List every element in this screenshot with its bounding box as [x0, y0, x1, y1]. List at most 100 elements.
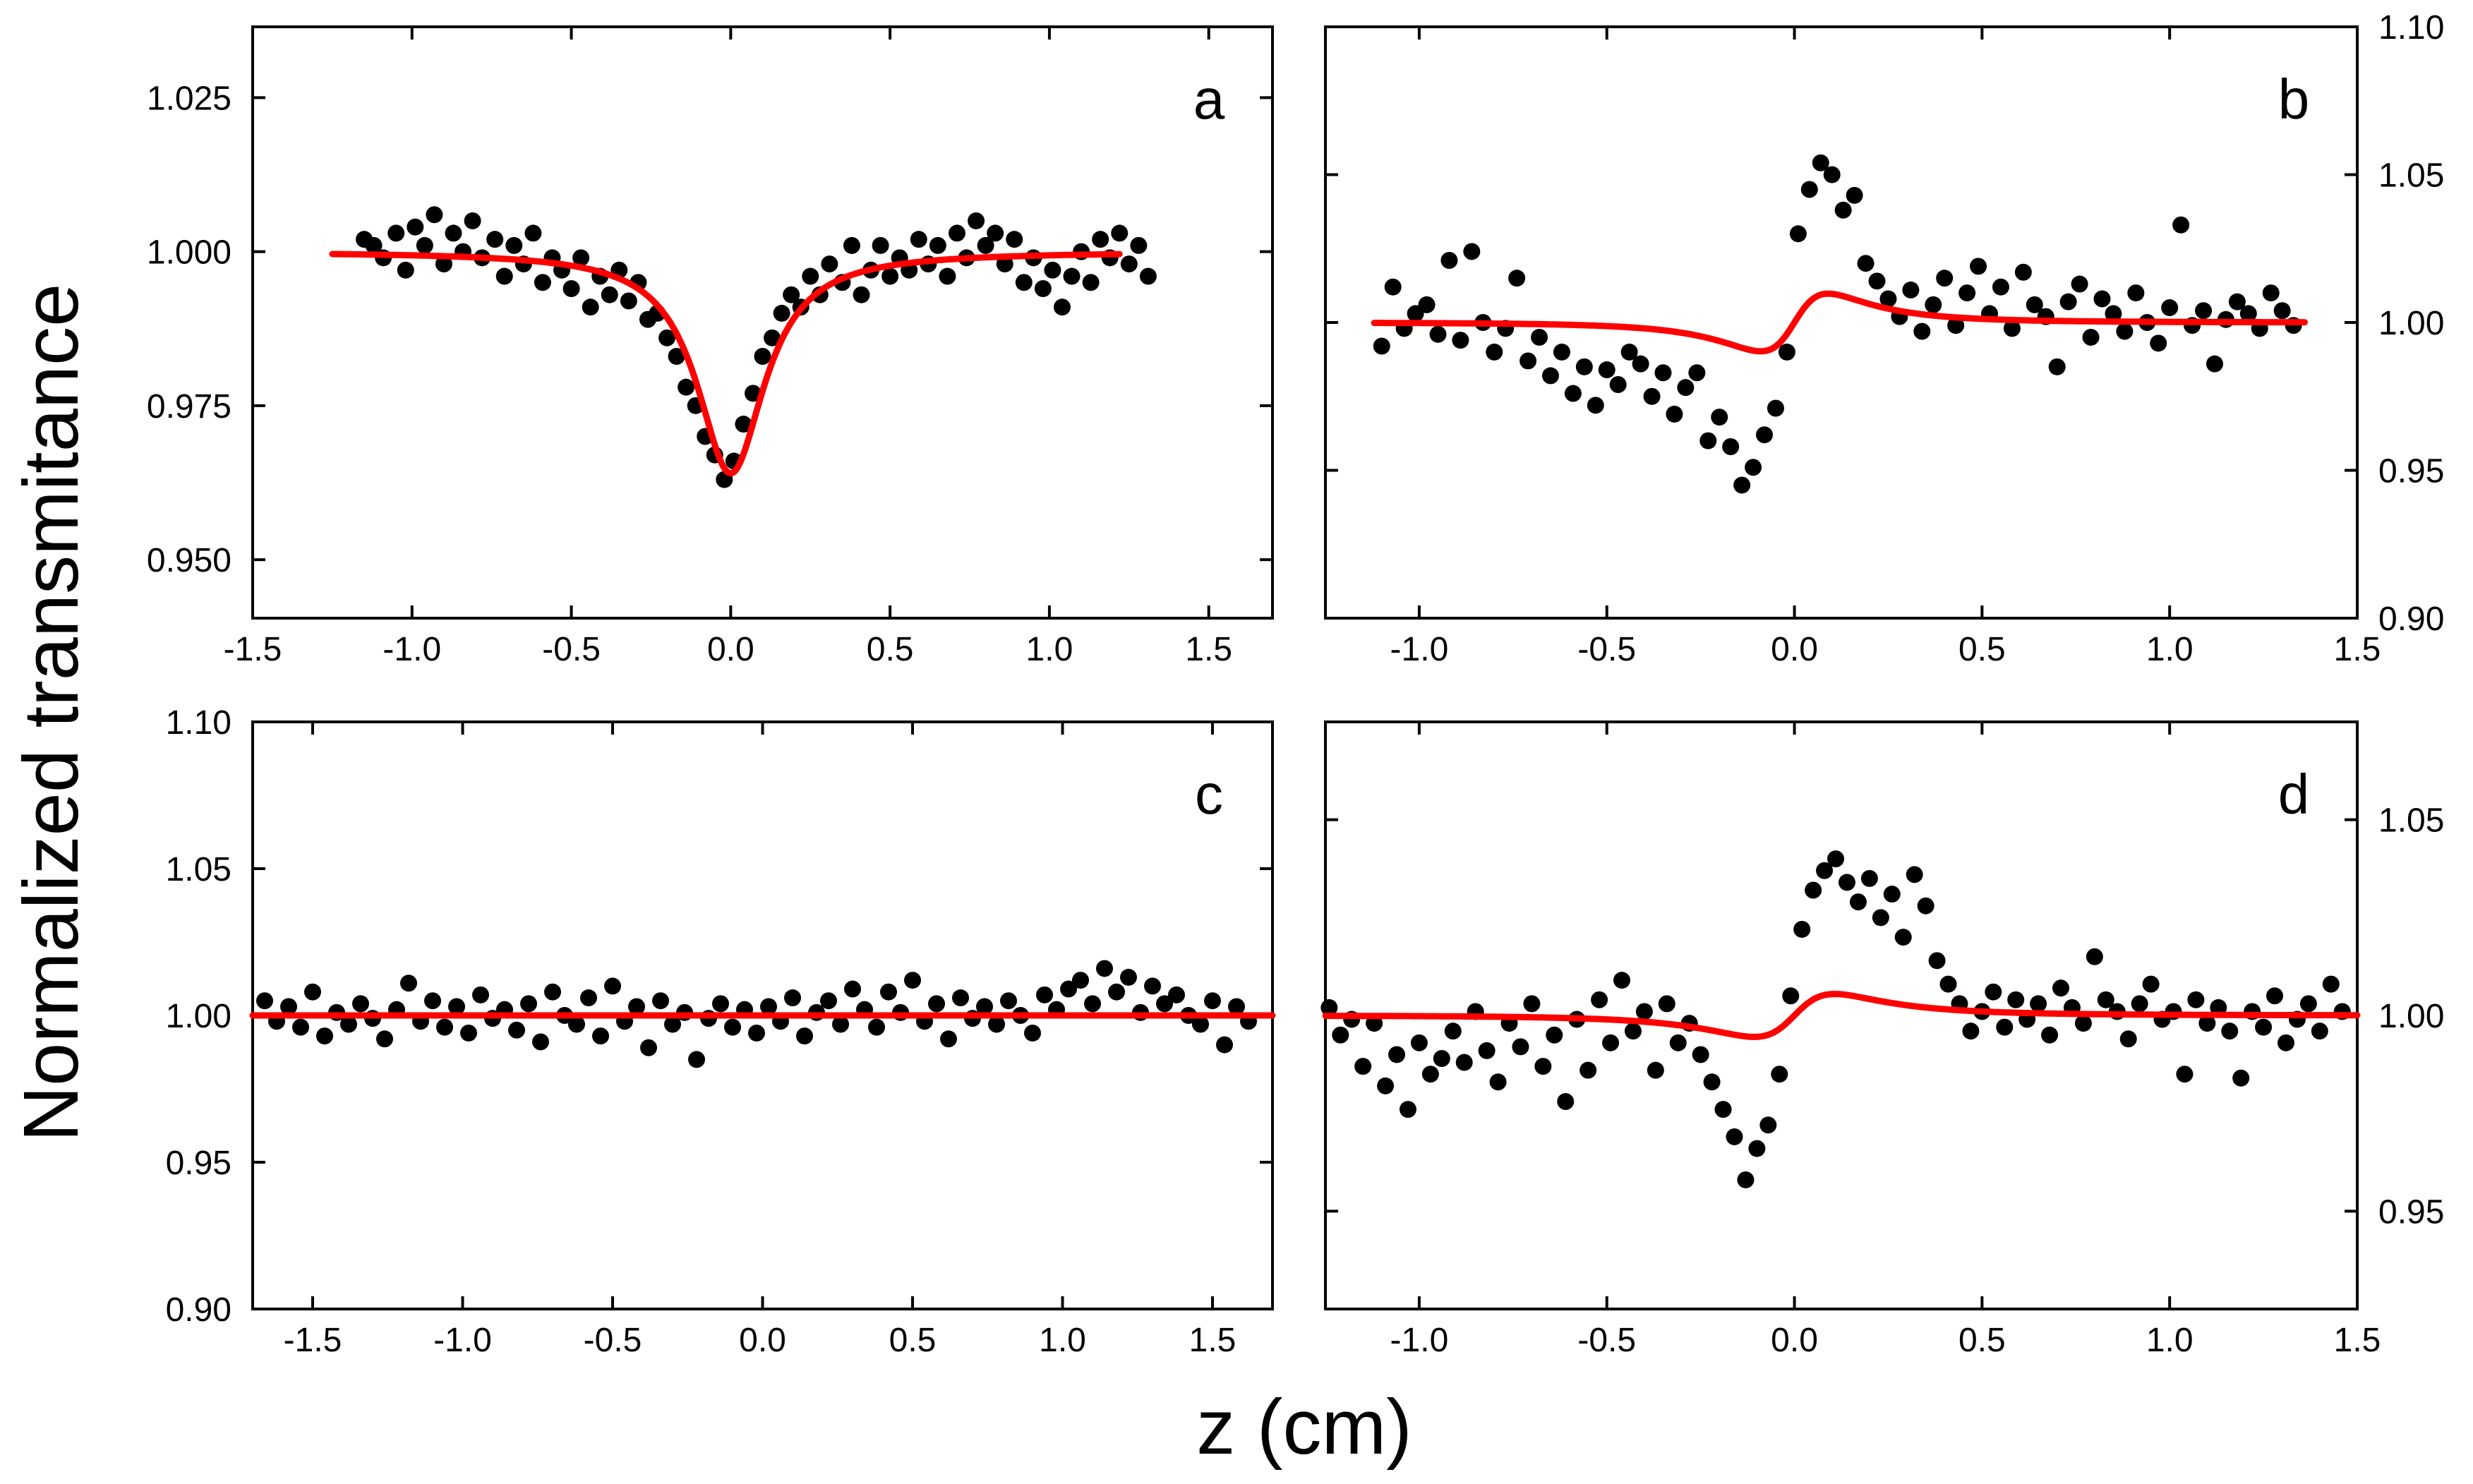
x-tick-label: 1.0: [1026, 631, 1073, 668]
x-tick-label: 0.5: [1958, 1322, 2006, 1359]
data-point: [1108, 983, 1125, 1001]
x-tick-label: -1.0: [433, 1322, 492, 1359]
x-tick-label: -1.5: [284, 1322, 342, 1359]
data-point: [1692, 1046, 1709, 1063]
data-point: [1006, 231, 1023, 248]
data-point: [520, 995, 537, 1013]
data-point: [1745, 459, 1762, 476]
data-point: [1534, 1058, 1552, 1075]
data-point: [2198, 1015, 2216, 1032]
y-tick-label: 1.00: [2378, 998, 2444, 1035]
data-point: [2161, 299, 2179, 317]
data-point: [1377, 1077, 1395, 1094]
data-point: [1800, 181, 1818, 198]
data-point: [735, 416, 752, 433]
data-point: [1024, 1024, 1041, 1042]
x-tick-label: 0.0: [739, 1322, 786, 1359]
data-point: [1726, 1128, 1743, 1145]
data-point: [1669, 1034, 1687, 1051]
data-point: [416, 236, 433, 254]
data-point: [352, 995, 369, 1013]
data-point: [1958, 284, 1976, 302]
data-point: [929, 236, 946, 254]
data-point: [2026, 296, 2043, 313]
data-point: [387, 224, 405, 242]
data-point: [2105, 305, 2122, 322]
data-point: [1756, 426, 1774, 444]
data-point: [1666, 405, 1683, 423]
data-point: [678, 378, 695, 396]
data-point: [1620, 343, 1638, 361]
data-point: [2221, 1022, 2239, 1040]
data-point: [976, 998, 993, 1015]
data-point: [1654, 364, 1672, 382]
data-point: [340, 1015, 357, 1033]
data-point: [1000, 992, 1017, 1010]
data-point: [1120, 968, 1137, 986]
panel-b: -1.0 -0.5 0.0 0.5 1.0 1.50.90 0.95 1.00 1.05 1.10…: [1324, 9, 2444, 668]
data-point: [1722, 438, 1740, 455]
data-point: [1591, 991, 1608, 1008]
y-tick-label: 1.00: [2378, 305, 2444, 342]
data-point: [2119, 1030, 2137, 1048]
data-point: [604, 977, 621, 995]
panel-label: d: [2278, 763, 2310, 826]
data-point: [820, 992, 837, 1010]
data-point: [2048, 358, 2066, 375]
data-point: [1789, 225, 1807, 243]
x-tick-label: -0.5: [584, 1322, 642, 1359]
data-point: [1531, 328, 1548, 346]
data-point: [968, 212, 985, 229]
data-point: [802, 267, 819, 285]
panel-label: a: [1193, 68, 1225, 131]
data-point: [760, 998, 777, 1015]
data-point: [1034, 279, 1052, 297]
x-tick-label: -1.0: [383, 631, 441, 668]
data-point: [1478, 1042, 1496, 1059]
data-point: [2041, 1026, 2059, 1044]
data-point: [1452, 332, 1469, 349]
y-tick-label: 0.950: [147, 542, 231, 579]
data-point: [532, 1033, 549, 1051]
data-point: [658, 329, 676, 346]
data-point: [832, 1015, 849, 1033]
data-point: [601, 286, 618, 303]
data-point: [460, 1024, 477, 1042]
data-point: [1658, 995, 1675, 1013]
data-point: [1733, 476, 1751, 494]
data-point: [712, 995, 729, 1013]
data-point: [904, 972, 921, 989]
data-point: [2255, 1018, 2273, 1036]
data-point: [1632, 355, 1649, 373]
data-point: [1455, 1054, 1473, 1071]
data-point: [1714, 1101, 1732, 1118]
y-tick-label: 1.10: [166, 704, 231, 742]
y-tick-label: 1.05: [166, 851, 231, 888]
y-tick-label: 1.05: [2378, 157, 2444, 195]
data-point: [2206, 355, 2223, 373]
data-point: [1072, 972, 1089, 989]
data-point: [748, 1024, 765, 1042]
data-point: [1557, 1093, 1575, 1111]
data-point: [668, 348, 685, 366]
x-tick-label: 1.0: [2146, 1322, 2194, 1359]
data-point: [2003, 320, 2021, 337]
data-point: [1962, 1022, 1980, 1040]
x-tick-label: 0.0: [1771, 1322, 1818, 1359]
data-point: [2187, 991, 2205, 1008]
y-tick-label: 1.025: [147, 80, 231, 117]
data-point: [1520, 352, 1537, 370]
data-point: [1433, 1050, 1450, 1068]
data-point: [1508, 270, 1526, 287]
data-point: [365, 236, 383, 254]
data-point: [987, 224, 1004, 242]
data-point: [1624, 1022, 1642, 1040]
data-point: [572, 249, 590, 267]
panel-d: -1.0 -0.5 0.0 0.5 1.0 1.5 0.95 1.00 1.05 d: [1320, 720, 2444, 1359]
data-point: [1546, 1026, 1563, 1044]
y-tick-label: 0.95: [2378, 1193, 2444, 1231]
data-point: [562, 279, 580, 297]
data-point: [1860, 869, 1878, 887]
fit-curve: [1322, 991, 2361, 1040]
